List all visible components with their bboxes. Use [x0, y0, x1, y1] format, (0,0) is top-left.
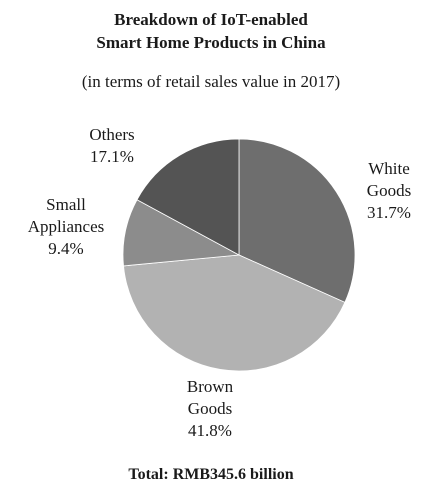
label-others: Others 17.1%: [72, 124, 152, 168]
total-label: Total: RMB345.6 billion: [128, 466, 294, 483]
label-small-appliances: Small Appliances 9.4%: [16, 194, 116, 260]
label-brown-goods-value: 41.8%: [188, 421, 232, 440]
chart-title-line-2: Smart Home Products in China: [96, 33, 326, 52]
label-others-line-1: Others: [89, 125, 135, 144]
pie-slice-brown-goods: [123, 254, 346, 372]
chart-subtitle: (in terms of retail sales value in 2017): [81, 72, 341, 91]
label-white-goods: White Goods 31.7%: [354, 158, 422, 224]
chart-title: Breakdown of IoT-enabled Smart Home Prod…: [0, 8, 422, 54]
label-small-appliances-line-1: Small: [46, 195, 86, 214]
label-white-goods-line-1: White: [368, 159, 410, 178]
pie-slice-others: [136, 138, 240, 256]
label-others-value: 17.1%: [90, 147, 134, 166]
label-small-appliances-line-2: Appliances: [27, 217, 105, 236]
chart-title-line-1: Breakdown of IoT-enabled: [114, 10, 308, 29]
label-white-goods-value: 31.7%: [367, 203, 411, 222]
label-small-appliances-value: 9.4%: [48, 239, 84, 258]
label-white-goods-line-2: Goods: [366, 181, 412, 200]
pie-slice-white-goods: [238, 138, 356, 303]
label-brown-goods-line-2: Goods: [187, 399, 233, 418]
label-brown-goods-line-1: Brown: [186, 377, 234, 396]
label-brown-goods: Brown Goods 41.8%: [165, 376, 255, 442]
